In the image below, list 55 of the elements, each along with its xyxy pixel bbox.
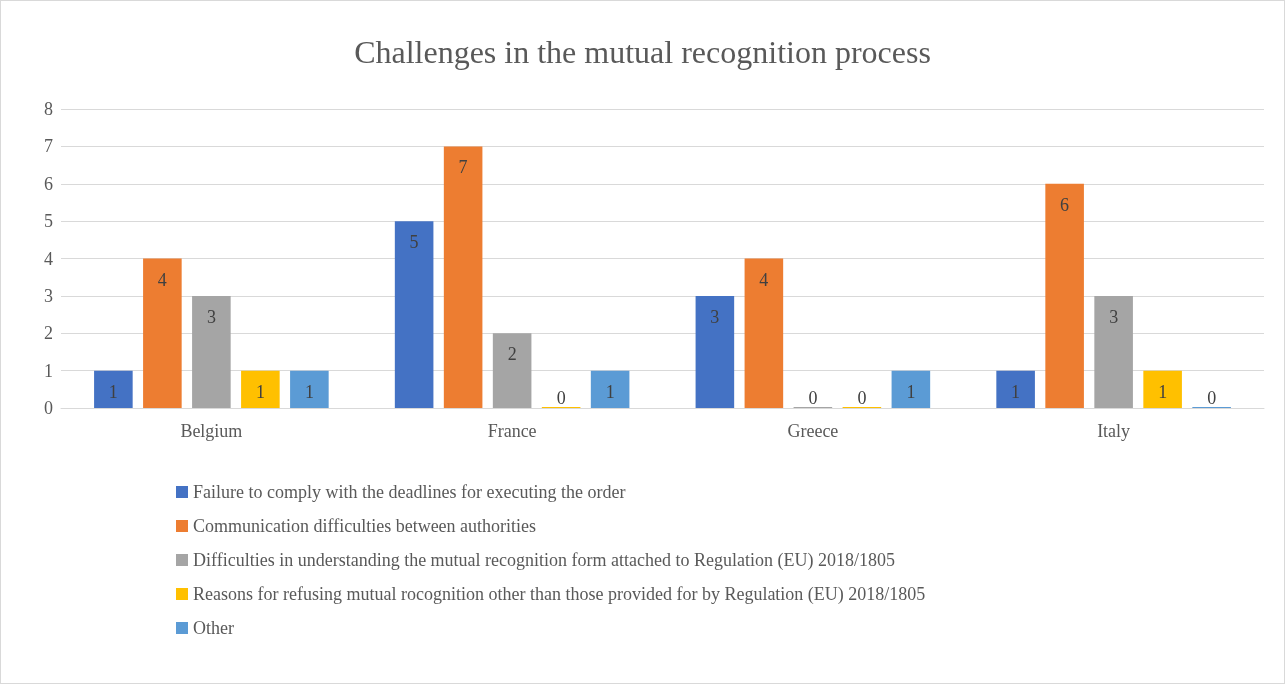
bar — [443, 146, 483, 408]
bar — [143, 258, 182, 408]
data-label: 2 — [507, 344, 517, 365]
data-label: 4 — [157, 269, 167, 290]
data-label: 1 — [605, 381, 615, 402]
bar — [695, 295, 735, 408]
data-label: 1 — [1011, 381, 1021, 402]
y-tick-label: 0 — [44, 398, 53, 418]
bar — [996, 370, 1035, 408]
bar — [1045, 183, 1084, 408]
y-tick-label: 3 — [44, 285, 53, 306]
legend-label: Other — [193, 618, 234, 638]
bar — [290, 370, 329, 408]
bar — [394, 221, 434, 408]
bar — [744, 258, 784, 408]
data-label: 6 — [1060, 194, 1070, 215]
data-label: 3 — [710, 306, 720, 327]
y-tick-label: 6 — [44, 173, 53, 194]
x-tick-label: Belgium — [180, 421, 243, 441]
x-tick-label: Greece — [787, 421, 839, 441]
y-tick-label: 8 — [44, 99, 53, 119]
x-tick-label: France — [487, 421, 537, 441]
data-label: 1 — [304, 381, 314, 402]
y-tick-label: 5 — [44, 211, 53, 232]
data-label: 4 — [759, 269, 769, 290]
y-tick-label: 1 — [44, 360, 53, 381]
bar — [1143, 370, 1182, 408]
data-label: 3 — [1109, 306, 1119, 327]
bar — [590, 370, 630, 408]
x-tick-label: Italy — [1097, 421, 1131, 441]
data-label: 0 — [857, 388, 867, 408]
data-label: 1 — [108, 381, 118, 402]
bar — [241, 370, 280, 408]
data-label: 7 — [458, 157, 468, 178]
bar — [492, 333, 532, 408]
bar — [1094, 295, 1133, 408]
bar — [94, 370, 133, 408]
data-label: 0 — [808, 388, 818, 408]
bar — [891, 370, 931, 408]
y-tick-label: 7 — [44, 136, 53, 157]
chart-title: Challenges in the mutual recognition process — [354, 34, 931, 70]
data-label: 1 — [255, 381, 265, 402]
data-label: 1 — [906, 381, 916, 402]
data-label: 1 — [1158, 381, 1168, 402]
y-tick-label: 4 — [44, 248, 53, 269]
y-tick-label: 2 — [44, 323, 53, 344]
data-label: 0 — [556, 388, 566, 408]
data-label: 0 — [1207, 388, 1217, 408]
legend-label: Reasons for refusing mutual rocognition other than those provided for by Regulation (EU) 2018/1805 — [193, 584, 926, 605]
bar — [192, 295, 231, 408]
data-label: 3 — [206, 306, 216, 327]
data-label: 5 — [409, 232, 419, 253]
legend-label: Communication difficulties between authorities — [193, 516, 537, 536]
legend-label: Difficulties in understanding the mutual recognition form attached to Regulation (EU) 2018/1805 — [193, 550, 896, 571]
legend-label: Failure to comply with the deadlines for executing the order — [193, 482, 626, 502]
